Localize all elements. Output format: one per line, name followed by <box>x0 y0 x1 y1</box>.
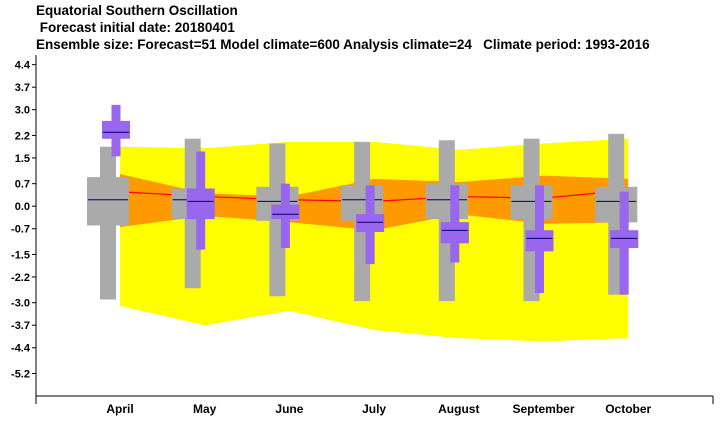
x-tick-label: October <box>605 402 651 416</box>
forecast-box-inner <box>356 214 385 232</box>
climate-box-inner <box>87 177 129 226</box>
x-tick-label: April <box>106 402 133 416</box>
y-tick-label: -5.2 <box>11 368 30 380</box>
forecast-box-inner <box>102 120 130 139</box>
y-tick-label: 3.7 <box>15 82 30 94</box>
y-tick-label: 2.2 <box>15 130 30 142</box>
y-tick-label: 0.0 <box>15 201 30 213</box>
y-tick-label: -2.2 <box>11 272 30 284</box>
climate-box-inner <box>595 186 638 223</box>
y-tick-label: 3.0 <box>15 105 30 117</box>
chart-title: Equatorial Southern Oscillation <box>36 3 238 18</box>
forecast-box-inner <box>440 222 469 244</box>
axes: 4.4 3.7 3.0 2.2 1.5 0.7 0.0 -0.7 -1.5 -2.2 -3.0 -3.… <box>11 55 714 416</box>
forecast-date: Forecast initial date: 20180401 <box>36 20 235 35</box>
y-tick-label: -0.7 <box>11 224 30 236</box>
y-tick-label: -1.5 <box>11 249 30 261</box>
forecast-box-inner <box>271 207 300 220</box>
y-tick-label: 0.7 <box>15 179 30 191</box>
forecast-box-inner <box>525 230 554 252</box>
x-tick-label: July <box>362 402 386 416</box>
climate-box-inner <box>510 185 553 220</box>
climate-box-inner <box>425 183 468 220</box>
x-tick-label: June <box>275 402 303 416</box>
x-tick-label: September <box>512 402 574 416</box>
y-tick-label: -4.4 <box>11 343 31 355</box>
x-tick-label: May <box>193 402 217 416</box>
forecast-box-inner <box>186 196 215 213</box>
y-tick-label: -3.7 <box>11 320 30 332</box>
x-tick-label: August <box>438 402 479 416</box>
y-tick-label: 1.5 <box>15 153 30 165</box>
y-tick-label: -3.0 <box>11 298 30 310</box>
ensemble-info: Ensemble size: Forecast=51 Model climate… <box>36 37 650 52</box>
box-layer <box>87 104 639 302</box>
forecast-box-inner <box>610 230 639 249</box>
y-tick-label: 4.4 <box>15 60 31 72</box>
